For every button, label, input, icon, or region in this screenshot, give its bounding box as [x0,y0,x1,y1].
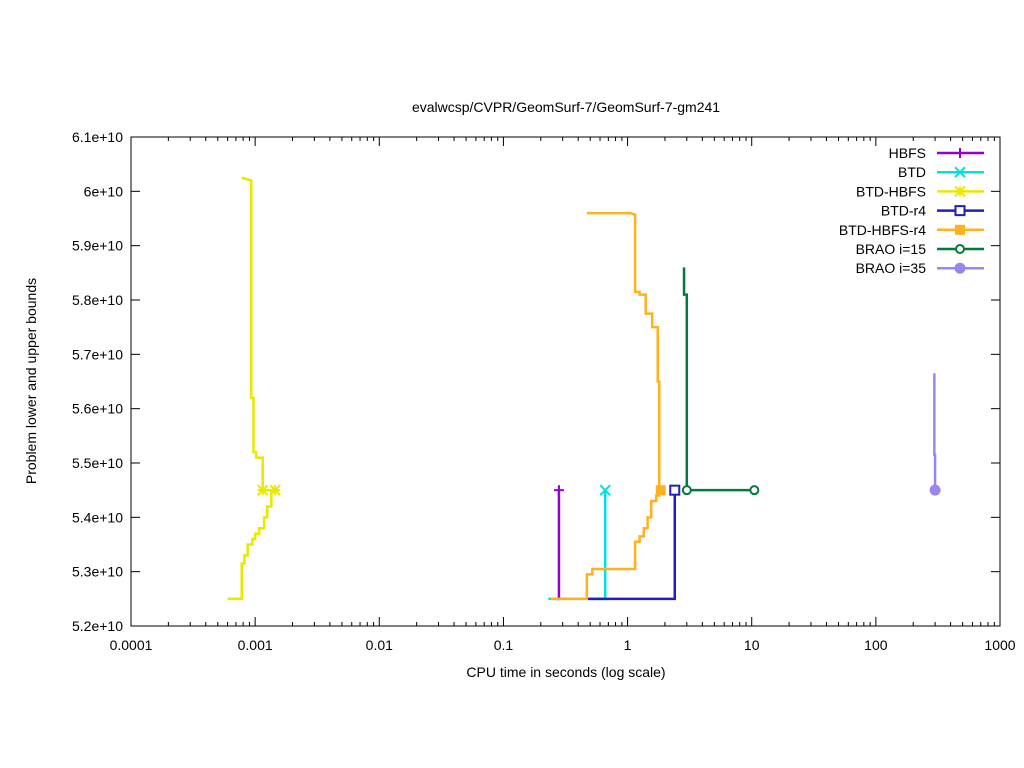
x-axis-label: CPU time in seconds (log scale) [466,664,665,680]
data-point-btd [599,484,611,496]
plot-area: 0.0001 0.001 0.01 0.1 1 10 100 1000 5.2e+10 5.3e+… [72,129,1016,653]
plot-frame [130,136,1001,627]
data-point-btd-hbfs-r4 [655,485,666,496]
y-tick-label: 5.8e+10 [72,292,123,308]
y-tick-label: 6e+10 [84,183,124,199]
legend-label-btd-r4: BTD-r4 [881,203,926,219]
x-tick-label: 0.001 [238,637,273,653]
data-point-brao-i-35 [929,484,941,496]
legend-label-btd: BTD [898,164,926,180]
legend-marker-brao-i-15 [955,244,965,254]
legend-label-brao-i-35: BRAO i=35 [856,260,927,276]
legend-label-btd-hbfs-r4: BTD-HBFS-r4 [839,222,926,238]
y-tick-label: 5.2e+10 [72,618,123,634]
y-tick-label: 6.1e+10 [72,129,123,145]
plot-border [130,136,1001,627]
legend-marker-btd-r4 [954,205,966,217]
data-point-btd-r4 [669,484,681,496]
legend-marker-btd [954,166,966,178]
legend-label-brao-i-15: BRAO i=15 [856,241,927,257]
x-tick-label: 100 [864,637,888,653]
x-tick-label: 10 [744,637,760,653]
y-tick-label: 5.4e+10 [72,509,123,525]
data-point-btd-hbfs [256,484,269,496]
y-tick-label: 5.7e+10 [72,346,123,362]
x-tick-label: 1 [624,637,632,653]
series-line-btd [548,490,607,601]
legend-marker-hbfs [955,148,965,158]
data-point-brao-i-15 [749,485,760,496]
x-tick-label: 0.1 [494,637,514,653]
legend: HBFS BTD BTD-HBFS BTD-r4 BTD-HBFS-r4 BRAO i=1… [839,145,984,276]
y-tick-label: 5.3e+10 [72,564,123,580]
series-layer [227,176,941,601]
legend-marker-btd-hbfs-r4 [955,224,965,235]
legend-label-hbfs: HBFS [889,145,926,161]
legend-marker-brao-i-35 [954,262,966,274]
y-tick-label: 5.9e+10 [72,238,123,254]
chart-title: evalwcsp/CVPR/GeomSurf-7/GeomSurf-7-gm24… [412,99,720,115]
series-line-btd-hbfs [227,176,273,601]
series-line-btd-r4 [588,490,677,601]
legend-label-btd-hbfs: BTD-HBFS [856,183,926,199]
y-tick-label: 5.5e+10 [72,455,123,471]
series-line-brao-i-35 [933,373,937,491]
x-tick-label: 1000 [984,637,1015,653]
y-axis-label: Problem lower and upper bounds [23,278,39,484]
data-point-hbfs [553,485,564,496]
series-line-btd-hbfs-r4 [550,211,661,601]
series-line-hbfs [554,490,561,601]
x-tick-label: 0.01 [366,637,393,653]
y-tick-label: 5.6e+10 [72,401,123,417]
data-point-brao-i-15 [681,485,692,496]
series-line-brao-i-15 [682,267,757,492]
legend-marker-btd-hbfs [954,185,966,198]
data-point-btd-hbfs [269,484,281,496]
x-tick-label: 0.0001 [110,637,153,653]
